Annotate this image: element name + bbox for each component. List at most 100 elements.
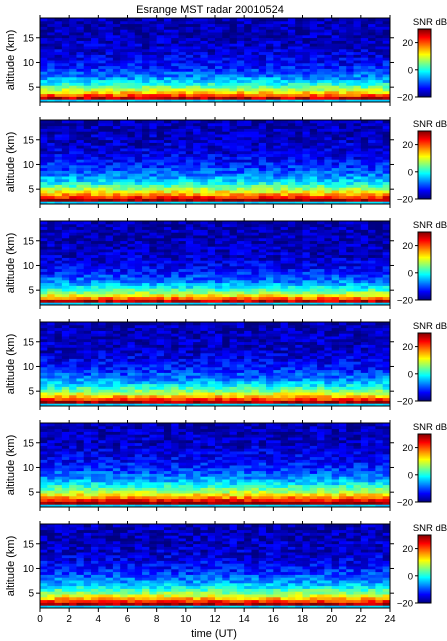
heatmap-cell: [215, 243, 223, 247]
heatmap-cell: [251, 71, 260, 75]
heatmap-cell: [317, 46, 325, 50]
heatmap-cell: [302, 226, 311, 230]
heatmap-cell: [127, 139, 136, 143]
heatmap-cell: [215, 226, 223, 230]
y-tick-label: 15: [23, 33, 35, 44]
heatmap-cell: [346, 251, 355, 256]
heatmap-cell: [207, 34, 216, 39]
heatmap-cell: [244, 48, 252, 53]
heatmap-cell: [287, 54, 296, 58]
heatmap-cell: [309, 71, 318, 75]
heatmap-cell: [61, 37, 70, 41]
heatmap-cell: [83, 26, 92, 30]
heatmap-cell: [346, 125, 355, 129]
heatmap-cell: [40, 246, 48, 250]
colorbar-segment: [418, 241, 431, 243]
heatmap-cell: [120, 378, 128, 382]
heatmap-cell: [185, 254, 194, 258]
heatmap-cell: [222, 34, 231, 39]
heatmap-cell: [346, 235, 355, 239]
heatmap-cell: [295, 249, 303, 253]
heatmap-cell: [61, 76, 70, 81]
heatmap-cell: [331, 249, 340, 253]
heatmap-cell: [236, 142, 245, 146]
heatmap-cell: [382, 136, 391, 141]
heatmap-cell: [382, 229, 391, 233]
heatmap-cell: [353, 302, 362, 306]
colorbar-segment: [418, 144, 431, 147]
heatmap-cell: [47, 192, 56, 197]
heatmap-cell: [47, 358, 56, 362]
heatmap-cell: [309, 29, 318, 33]
colorbar-segment: [418, 174, 431, 176]
heatmap-cell: [98, 159, 107, 163]
heatmap-cell: [346, 279, 355, 284]
heatmap-cell: [69, 389, 77, 393]
heatmap-cell: [375, 68, 384, 72]
heatmap-cell: [156, 46, 165, 50]
heatmap-cell: [112, 150, 121, 155]
heatmap-cell: [258, 37, 267, 41]
heatmap-cell: [120, 232, 128, 236]
heatmap-cell: [338, 235, 347, 239]
heatmap-cell: [207, 235, 216, 239]
heatmap-cell: [360, 187, 369, 191]
heatmap-cell: [360, 32, 369, 36]
heatmap-cell: [266, 60, 274, 64]
heatmap-cell: [346, 99, 355, 103]
heatmap-cell: [47, 394, 56, 399]
heatmap-cell: [287, 125, 296, 129]
heatmap-cell: [273, 37, 282, 41]
heatmap-cell: [207, 192, 216, 197]
heatmap-cell: [83, 383, 92, 387]
heatmap-cell: [61, 54, 70, 58]
heatmap-cell: [375, 96, 384, 100]
colorbar-segment: [418, 73, 431, 75]
heatmap-cell: [163, 20, 172, 25]
heatmap-cell: [54, 125, 63, 129]
heatmap-cell: [83, 48, 92, 53]
colorbar-segment: [418, 243, 431, 245]
heatmap-cell: [200, 277, 209, 281]
heatmap-cell: [98, 90, 107, 95]
heatmap-cell: [156, 254, 165, 258]
heatmap-cell: [287, 254, 296, 258]
heatmap-cell: [338, 20, 347, 25]
heatmap-cell: [178, 181, 187, 185]
heatmap-cell: [375, 76, 384, 81]
heatmap-cell: [346, 277, 355, 281]
heatmap-cell: [338, 176, 347, 180]
heatmap-cell: [317, 237, 325, 242]
heatmap-cell: [207, 156, 216, 160]
heatmap-cell: [309, 145, 318, 149]
heatmap-cell: [324, 229, 333, 233]
heatmap-cell: [112, 285, 121, 289]
heatmap-cell: [222, 263, 231, 267]
heatmap-cell: [338, 148, 347, 152]
heatmap-cell: [200, 176, 209, 180]
heatmap-cell: [317, 40, 325, 44]
heatmap-cell: [61, 190, 70, 194]
heatmap-cell: [40, 153, 48, 157]
heatmap-cell: [185, 195, 194, 199]
heatmap-cell: [258, 285, 267, 289]
heatmap-cell: [69, 184, 77, 188]
heatmap-cell: [142, 187, 150, 191]
heatmap-cell: [280, 40, 289, 44]
heatmap-cell: [105, 170, 114, 174]
heatmap-cell: [171, 229, 180, 233]
heatmap-cell: [382, 274, 391, 278]
heatmap-cell: [360, 249, 369, 253]
heatmap-cell: [215, 221, 223, 225]
heatmap-cell: [105, 394, 114, 399]
heatmap-cell: [317, 18, 325, 22]
heatmap-cell: [112, 125, 121, 129]
heatmap-cell: [127, 125, 136, 129]
heatmap-cell: [244, 122, 252, 127]
heatmap-cell: [287, 243, 296, 247]
heatmap-cell: [91, 99, 99, 103]
heatmap-cell: [156, 285, 165, 289]
heatmap-cell: [156, 195, 165, 199]
colorbar-segment: [418, 194, 431, 197]
heatmap-cell: [317, 29, 325, 33]
